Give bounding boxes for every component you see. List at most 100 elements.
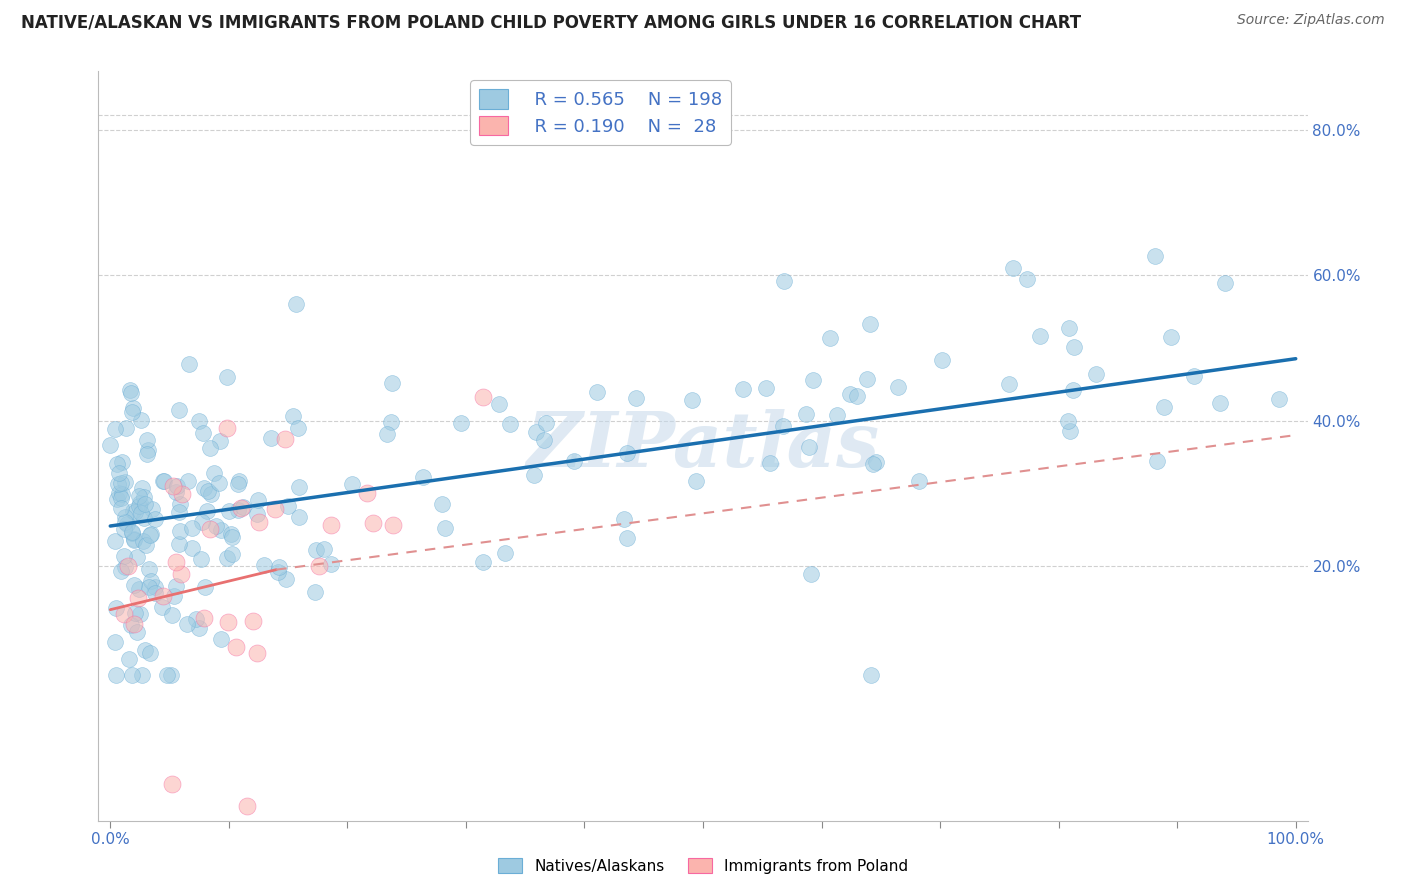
Point (112, 549, 135, 563)
Point (124, 505, 146, 519)
Point (110, 564, 132, 578)
Point (121, 405, 143, 419)
Point (107, 486, 129, 500)
Point (246, 492, 269, 507)
Point (110, 475, 132, 490)
Point (120, 386, 142, 401)
Point (114, 523, 136, 537)
Point (800, 566, 823, 581)
Point (186, 612, 208, 626)
Point (139, 528, 162, 542)
Point (128, 607, 150, 621)
Point (412, 469, 434, 483)
Point (217, 369, 239, 384)
Point (232, 500, 254, 514)
Point (100, 438, 122, 452)
Point (613, 512, 636, 526)
Point (1268, 392, 1291, 407)
Point (143, 586, 166, 600)
Point (177, 474, 200, 488)
Point (219, 526, 242, 541)
Point (1153, 401, 1175, 415)
Point (277, 499, 299, 513)
Point (165, 555, 187, 569)
Point (209, 632, 232, 646)
Point (1182, 369, 1205, 384)
Point (218, 504, 240, 518)
Point (562, 453, 585, 467)
Point (524, 425, 547, 439)
Point (108, 466, 131, 480)
Point (162, 479, 184, 493)
Point (1015, 272, 1038, 286)
Point (155, 668, 177, 682)
Point (494, 546, 516, 560)
Point (103, 635, 125, 649)
Point (138, 580, 160, 594)
Point (319, 517, 342, 532)
Point (193, 611, 215, 625)
Point (167, 537, 190, 551)
Point (124, 533, 146, 547)
Point (276, 572, 298, 586)
Point (471, 554, 494, 568)
Point (801, 373, 824, 387)
Point (755, 380, 778, 394)
Point (246, 647, 269, 661)
Point (221, 547, 243, 561)
Point (229, 501, 252, 516)
Point (127, 591, 149, 605)
Point (908, 474, 931, 488)
Point (1029, 328, 1052, 343)
Point (217, 615, 239, 629)
Point (138, 562, 160, 576)
Point (281, 409, 304, 423)
Point (121, 504, 143, 518)
Point (134, 510, 156, 524)
Point (887, 380, 910, 394)
Legend:   R = 0.565    N = 198,   R = 0.190    N =  28: R = 0.565 N = 198, R = 0.190 N = 28 (470, 80, 731, 145)
Point (169, 496, 191, 510)
Point (195, 504, 218, 518)
Point (865, 455, 887, 469)
Point (267, 560, 290, 574)
Point (433, 521, 456, 535)
Point (105, 668, 128, 682)
Point (176, 617, 198, 632)
Point (194, 580, 217, 594)
Point (1213, 277, 1236, 291)
Point (773, 274, 796, 288)
Point (132, 490, 155, 504)
Point (1001, 261, 1024, 276)
Point (931, 352, 953, 367)
Point (160, 668, 183, 682)
Point (862, 457, 884, 471)
Point (772, 419, 794, 434)
Point (260, 431, 283, 445)
Point (226, 503, 249, 517)
Point (114, 510, 136, 524)
Point (1063, 340, 1085, 354)
Point (105, 601, 128, 615)
Point (121, 524, 143, 539)
Text: Source: ZipAtlas.com: Source: ZipAtlas.com (1237, 13, 1385, 28)
Point (170, 567, 193, 582)
Point (191, 515, 214, 529)
Point (380, 415, 402, 429)
Point (104, 422, 127, 436)
Point (818, 331, 841, 345)
Point (799, 440, 821, 454)
Point (143, 580, 166, 594)
Point (839, 386, 862, 401)
Legend: Natives/Alaskans, Immigrants from Poland: Natives/Alaskans, Immigrants from Poland (492, 852, 914, 880)
Point (226, 476, 249, 491)
Point (134, 497, 156, 511)
Point (150, 600, 173, 615)
Point (1209, 396, 1232, 410)
Point (136, 443, 159, 458)
Point (111, 455, 134, 469)
Point (152, 589, 174, 603)
Point (152, 474, 174, 488)
Point (127, 549, 149, 564)
Point (180, 541, 202, 555)
